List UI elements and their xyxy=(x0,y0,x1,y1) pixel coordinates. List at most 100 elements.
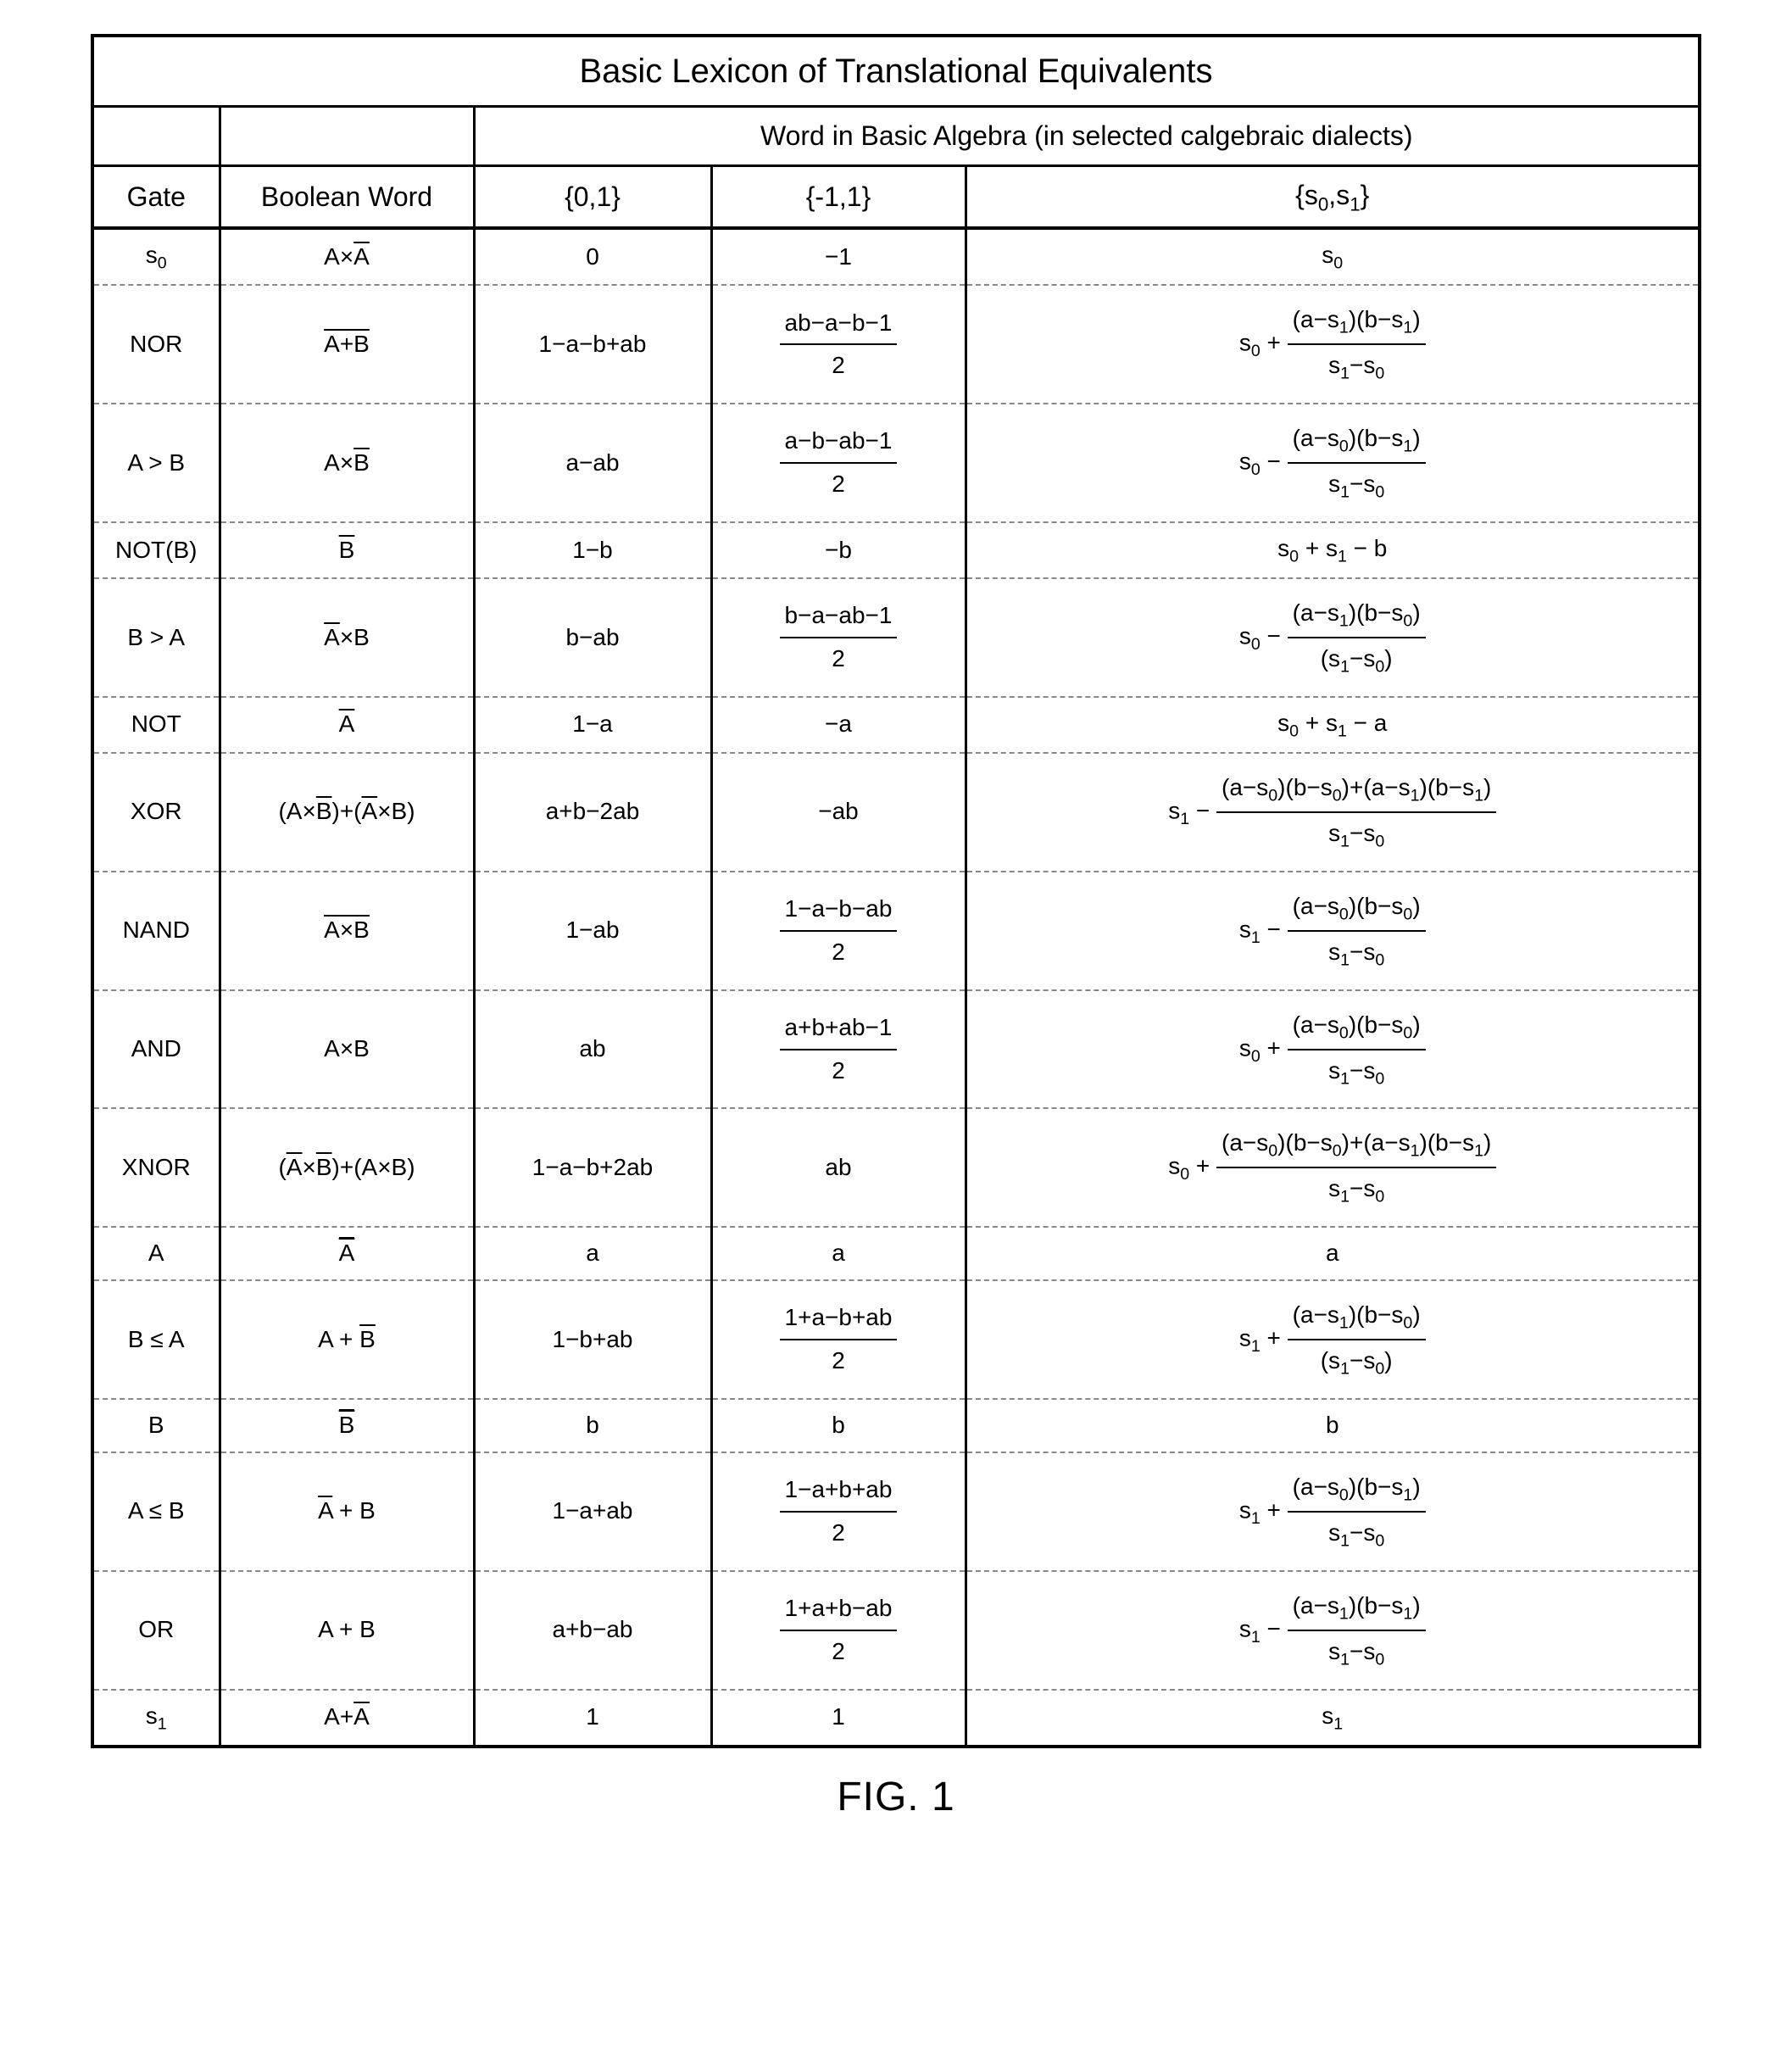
cell-boolean: A xyxy=(220,697,474,753)
cell-gate: XNOR xyxy=(92,1108,220,1227)
cell-gate: s1 xyxy=(92,1690,220,1747)
table-title: Basic Lexicon of Translational Equivalen… xyxy=(92,36,1700,107)
figure-caption: FIG. 1 xyxy=(91,1774,1701,1820)
cell-s0s1: s0 + s1 − b xyxy=(966,522,1700,578)
cell-01: 1−a xyxy=(474,697,711,753)
table-row: NOT(B)B1−b−bs0 + s1 − b xyxy=(92,522,1700,578)
cell-boolean: (A×B)+(A×B) xyxy=(220,753,474,872)
cell-01: 1−a−b+2ab xyxy=(474,1108,711,1227)
cell-m11: −1 xyxy=(711,228,966,285)
cell-gate: NOT(B) xyxy=(92,522,220,578)
table-row: ORA + Ba+b−ab1+a+b−ab2s1 − (a−s1)(b−s1)s… xyxy=(92,1571,1700,1690)
cell-m11: 1+a−b+ab2 xyxy=(711,1280,966,1399)
col-gate: Gate xyxy=(92,166,220,229)
header-row: Gate Boolean Word {0,1} {-1,1} {s0,s1} xyxy=(92,166,1700,229)
blank-cell xyxy=(220,107,474,166)
cell-01: 1−ab xyxy=(474,872,711,990)
blank-cell xyxy=(92,107,220,166)
cell-gate: B > A xyxy=(92,578,220,697)
cell-boolean: A×B xyxy=(220,990,474,1109)
cell-gate: OR xyxy=(92,1571,220,1690)
col-01: {0,1} xyxy=(474,166,711,229)
cell-m11: −a xyxy=(711,697,966,753)
cell-gate: NAND xyxy=(92,872,220,990)
cell-m11: 1−a+b+ab2 xyxy=(711,1452,966,1571)
cell-s0s1: s0 xyxy=(966,228,1700,285)
cell-s0s1: s0 + (a−s0)(b−s0)+(a−s1)(b−s1)s1−s0 xyxy=(966,1108,1700,1227)
table-row: ANDA×Baba+b+ab−12s0 + (a−s0)(b−s0)s1−s0 xyxy=(92,990,1700,1109)
cell-s0s1: s1 xyxy=(966,1690,1700,1747)
table-row: B ≤ AA + B1−b+ab1+a−b+ab2s1 + (a−s1)(b−s… xyxy=(92,1280,1700,1399)
cell-01: 1−b xyxy=(474,522,711,578)
cell-boolean: A×A xyxy=(220,228,474,285)
cell-gate: A xyxy=(92,1227,220,1280)
cell-01: b xyxy=(474,1399,711,1452)
table-row: NANDA×B1−ab1−a−b−ab2s1 − (a−s0)(b−s0)s1−… xyxy=(92,872,1700,990)
cell-gate: NOT xyxy=(92,697,220,753)
cell-m11: b xyxy=(711,1399,966,1452)
cell-boolean: A×B xyxy=(220,872,474,990)
cell-m11: a−b−ab−12 xyxy=(711,404,966,522)
spanning-header: Word in Basic Algebra (in selected calge… xyxy=(474,107,1700,166)
table-row: A ≤ BA + B1−a+ab1−a+b+ab2s1 + (a−s0)(b−s… xyxy=(92,1452,1700,1571)
lexicon-table: Basic Lexicon of Translational Equivalen… xyxy=(91,34,1701,1748)
cell-boolean: B xyxy=(220,1399,474,1452)
cell-s0s1: s1 − (a−s0)(b−s0)s1−s0 xyxy=(966,872,1700,990)
cell-m11: ab xyxy=(711,1108,966,1227)
cell-s0s1: s0 − (a−s1)(b−s0)(s1−s0) xyxy=(966,578,1700,697)
table-row: A > BA×Ba−aba−b−ab−12s0 − (a−s0)(b−s1)s1… xyxy=(92,404,1700,522)
cell-s0s1: s1 + (a−s1)(b−s0)(s1−s0) xyxy=(966,1280,1700,1399)
cell-boolean: B xyxy=(220,522,474,578)
table-body: s0A×A0−1s0NORA+B1−a−b+abab−a−b−12s0 + (a… xyxy=(92,228,1700,1746)
cell-m11: b−a−ab−12 xyxy=(711,578,966,697)
table-row: NORA+B1−a−b+abab−a−b−12s0 + (a−s1)(b−s1)… xyxy=(92,285,1700,404)
cell-s0s1: s0 + s1 − a xyxy=(966,697,1700,753)
table-row: XOR(A×B)+(A×B)a+b−2ab−abs1 − (a−s0)(b−s0… xyxy=(92,753,1700,872)
cell-boolean: A + B xyxy=(220,1280,474,1399)
cell-s0s1: s0 − (a−s0)(b−s1)s1−s0 xyxy=(966,404,1700,522)
cell-gate: A ≤ B xyxy=(92,1452,220,1571)
cell-boolean: A×B xyxy=(220,578,474,697)
cell-s0s1: s0 + (a−s0)(b−s0)s1−s0 xyxy=(966,990,1700,1109)
cell-gate: B xyxy=(92,1399,220,1452)
table-row: NOTA1−a−as0 + s1 − a xyxy=(92,697,1700,753)
cell-gate: XOR xyxy=(92,753,220,872)
cell-m11: 1 xyxy=(711,1690,966,1747)
cell-01: a xyxy=(474,1227,711,1280)
col-boolean: Boolean Word xyxy=(220,166,474,229)
cell-m11: −ab xyxy=(711,753,966,872)
cell-01: 0 xyxy=(474,228,711,285)
cell-gate: B ≤ A xyxy=(92,1280,220,1399)
cell-01: ab xyxy=(474,990,711,1109)
table-row: s1A+A11s1 xyxy=(92,1690,1700,1747)
cell-s0s1: a xyxy=(966,1227,1700,1280)
cell-s0s1: s1 − (a−s1)(b−s1)s1−s0 xyxy=(966,1571,1700,1690)
cell-boolean: A×B xyxy=(220,404,474,522)
col-m11: {-1,1} xyxy=(711,166,966,229)
cell-gate: AND xyxy=(92,990,220,1109)
cell-m11: ab−a−b−12 xyxy=(711,285,966,404)
cell-gate: s0 xyxy=(92,228,220,285)
cell-01: a+b−2ab xyxy=(474,753,711,872)
cell-boolean: (A×B)+(A×B) xyxy=(220,1108,474,1227)
table-row: AAaaa xyxy=(92,1227,1700,1280)
table-row: XNOR(A×B)+(A×B)1−a−b+2ababs0 + (a−s0)(b−… xyxy=(92,1108,1700,1227)
cell-s0s1: s1 − (a−s0)(b−s0)+(a−s1)(b−s1)s1−s0 xyxy=(966,753,1700,872)
figure-1: Basic Lexicon of Translational Equivalen… xyxy=(91,34,1701,1820)
table-row: BBbbb xyxy=(92,1399,1700,1452)
cell-boolean: A + B xyxy=(220,1452,474,1571)
cell-s0s1: s0 + (a−s1)(b−s1)s1−s0 xyxy=(966,285,1700,404)
cell-01: 1−a−b+ab xyxy=(474,285,711,404)
cell-m11: a xyxy=(711,1227,966,1280)
cell-boolean: A + B xyxy=(220,1571,474,1690)
col-s0s1: {s0,s1} xyxy=(966,166,1700,229)
cell-01: a−ab xyxy=(474,404,711,522)
cell-boolean: A+A xyxy=(220,1690,474,1747)
cell-s0s1: b xyxy=(966,1399,1700,1452)
cell-01: 1 xyxy=(474,1690,711,1747)
cell-m11: a+b+ab−12 xyxy=(711,990,966,1109)
cell-01: a+b−ab xyxy=(474,1571,711,1690)
cell-boolean: A xyxy=(220,1227,474,1280)
cell-m11: −b xyxy=(711,522,966,578)
cell-01: 1−b+ab xyxy=(474,1280,711,1399)
